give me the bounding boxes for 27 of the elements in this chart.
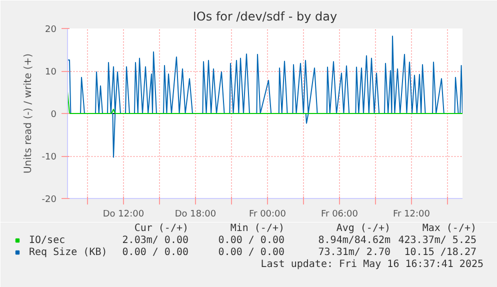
x-tick-label: Do 18:00 [174, 210, 216, 220]
text: 0.00 / 0.00 [218, 247, 285, 258]
text: 423.37m/ 5.25 [398, 235, 477, 246]
text: Avg (-/+) [336, 223, 391, 234]
text: 10.15 /18.27 [404, 247, 477, 258]
text: Min (-/+) [230, 223, 285, 234]
text: 73.31m/ 2.70 [318, 247, 391, 258]
legend-label: IO/sec [29, 234, 66, 246]
y-tick-label: -20 [42, 195, 57, 205]
text: 0.00 / 0.00 [122, 247, 189, 258]
x-tick-label: Fr 00:00 [248, 210, 286, 220]
x-tick-label: Fr 06:00 [320, 210, 358, 220]
y-tick-label: 10 [45, 68, 57, 78]
legend-label: Req Size (KB) [29, 246, 108, 258]
chart-title: IOs for /dev/sdf - by day [192, 10, 338, 24]
text: 0.00 / 0.00 [218, 235, 285, 246]
y-axis-title: Units read (-) / write (+) [22, 53, 34, 174]
text: Cur (-/+) [134, 223, 189, 234]
y-tick-label: 20 [45, 25, 57, 35]
y-tick-label: -10 [42, 152, 57, 162]
text: 8.94m/84.62m [318, 235, 391, 246]
text: Last update: Fri May 16 16:37:41 2025 [260, 259, 484, 270]
text: Max (-/+) [422, 223, 477, 234]
x-tick-label: Do 12:00 [102, 210, 144, 220]
text: 2.03m/ 0.00 [122, 235, 189, 246]
y-tick-label: 0 [50, 110, 57, 120]
x-tick-label: Fr 12:00 [392, 210, 430, 220]
